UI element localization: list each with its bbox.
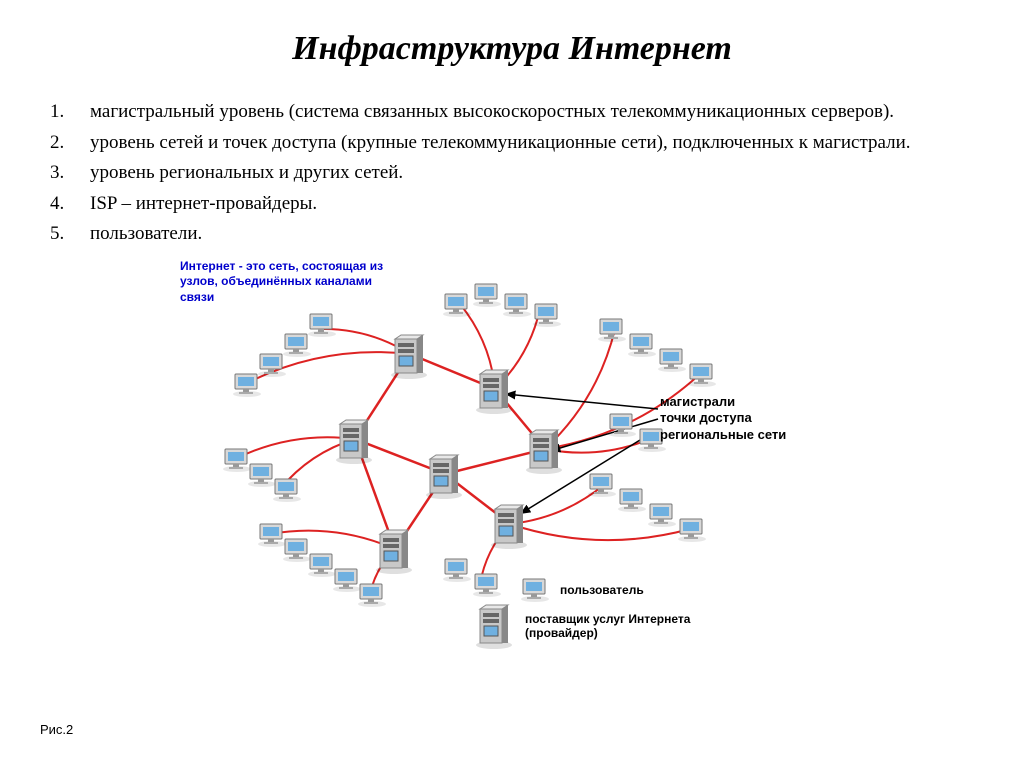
figure-label: Рис.2 [40, 722, 73, 737]
list-text: пользователи. [90, 220, 984, 249]
list-num: 5. [50, 220, 90, 249]
list-text: ISP – интернет-провайдеры. [90, 190, 984, 219]
list-text: магистральный уровень (система связанных… [90, 98, 984, 127]
list-num: 3. [50, 159, 90, 188]
numbered-list: 1.магистральный уровень (система связанн… [50, 98, 984, 249]
page-title: Инфраструктура Интернет [40, 30, 984, 68]
network-diagram: Интернет - это сеть, состоящая из узлов,… [180, 259, 880, 659]
list-num: 2. [50, 129, 90, 158]
list-num: 1. [50, 98, 90, 127]
list-num: 4. [50, 190, 90, 219]
list-text: уровень региональных и других сетей. [90, 159, 984, 188]
diagram-caption: Интернет - это сеть, состоящая из узлов,… [180, 259, 390, 306]
diagram-right-labels: магистрали точки доступа региональные се… [660, 394, 786, 445]
legend-label: пользователь [560, 583, 644, 597]
list-text: уровень сетей и точек доступа (крупные т… [90, 129, 984, 158]
network-svg [180, 259, 880, 659]
legend-label: поставщик услуг Интернета (провайдер) [525, 612, 695, 640]
